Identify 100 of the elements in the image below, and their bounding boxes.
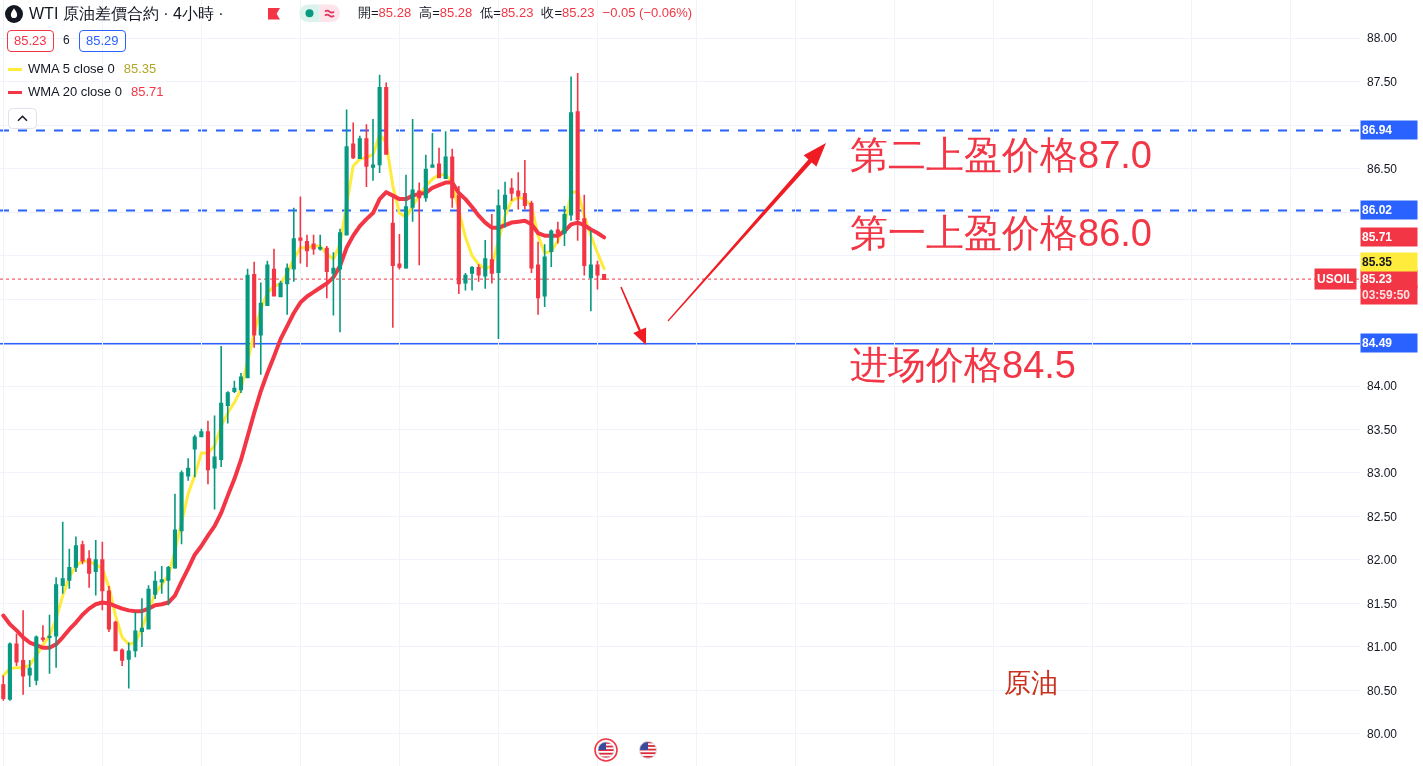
candlestick <box>278 280 283 298</box>
candlestick <box>120 647 125 667</box>
candlestick <box>153 570 158 600</box>
y-tick-label: 80.50 <box>1367 683 1398 698</box>
candlestick <box>496 188 501 340</box>
candlestick <box>509 177 514 202</box>
candlestick <box>483 239 488 290</box>
candlestick <box>238 372 244 394</box>
legend-label: WMA 5 close 0 <box>28 61 115 77</box>
candlestick <box>403 173 409 270</box>
candlestick <box>582 193 587 277</box>
annotation: USOIL <box>1317 272 1354 286</box>
candlestick <box>47 613 52 675</box>
candlestick <box>384 81 389 156</box>
annotation: 第一上盈价格86.0 <box>850 212 1152 254</box>
candlestick <box>252 260 257 349</box>
annotation: 收= <box>541 5 563 21</box>
candlestick <box>304 233 310 268</box>
y-tick-label: 87.50 <box>1367 74 1398 89</box>
candlestick <box>588 229 593 313</box>
candlestick <box>199 427 204 439</box>
y-tick-label: 80.00 <box>1367 727 1398 742</box>
candlestick <box>542 243 547 308</box>
annotation: 85.71 <box>130 84 164 100</box>
candlestick <box>40 624 45 643</box>
candlestick <box>397 233 402 271</box>
candlestick <box>463 272 468 292</box>
annotation: 第二上盈价格87.0 <box>850 134 1152 176</box>
candlestick <box>430 132 435 169</box>
candlestick <box>93 539 98 597</box>
candlestick <box>73 535 78 573</box>
annotation: 低= <box>480 5 501 21</box>
candlestick <box>357 134 362 160</box>
candlestick <box>159 565 164 595</box>
candlestick <box>54 576 59 669</box>
candlestick <box>555 220 560 245</box>
ref-line-label: 84.49 <box>1362 336 1393 350</box>
candlestick <box>1 674 6 702</box>
candlestick <box>212 414 217 511</box>
annotation: 85.23 <box>500 5 534 21</box>
candlestick <box>351 121 356 160</box>
candlestick <box>7 641 12 702</box>
candlestick <box>311 233 316 256</box>
candlestick <box>166 565 171 606</box>
candlestick <box>232 380 237 394</box>
candlestick <box>469 265 475 292</box>
candlestick <box>522 159 527 211</box>
candlestick <box>172 493 178 570</box>
candlestick <box>87 549 92 589</box>
candlestick <box>192 433 197 479</box>
candlestick <box>265 260 270 306</box>
candlestick <box>113 620 118 653</box>
y-tick-label: 82.50 <box>1367 509 1398 524</box>
candlestick <box>502 180 508 229</box>
candlestick <box>258 281 263 376</box>
annotation: 进场价格84.5 <box>850 344 1076 386</box>
annotation: 85.29 <box>79 30 126 52</box>
candlestick <box>225 390 230 425</box>
y-tick-label: 82.00 <box>1367 553 1398 568</box>
text: 85.71 <box>1362 230 1393 244</box>
candlestick <box>106 585 111 633</box>
candlestick <box>60 520 65 595</box>
annotation: 原油 <box>1004 668 1058 700</box>
candlestick <box>410 118 415 223</box>
candlestick <box>179 469 184 546</box>
candlestick <box>80 540 85 566</box>
candlestick <box>377 73 382 174</box>
chart-title: WTI 原油差價合約 · 4小時 · <box>29 5 224 24</box>
annotation: 6 <box>63 33 70 48</box>
legend-label: WMA 20 close 0 <box>28 84 122 100</box>
candlestick <box>370 118 376 182</box>
candlestick <box>423 153 428 203</box>
text: 03:59:50 <box>1362 288 1411 302</box>
y-tick-label: 81.00 <box>1367 640 1398 655</box>
text: 85.35 <box>1362 255 1393 269</box>
y-tick-label: 86.50 <box>1367 161 1398 176</box>
candlestick <box>364 123 369 188</box>
candlestick <box>344 108 349 236</box>
candlestick <box>291 207 296 283</box>
candlestick <box>436 147 442 180</box>
candlestick <box>139 597 145 648</box>
candlestick <box>331 251 336 317</box>
ref-line-label: 85.23 <box>1362 272 1393 286</box>
candlestick <box>569 75 574 222</box>
annotation: 85.23 <box>7 30 54 52</box>
candlestick <box>549 228 554 268</box>
candlestick <box>67 547 72 590</box>
candlestick <box>285 262 290 316</box>
candlestick <box>219 345 224 468</box>
y-tick-label: 84.00 <box>1367 379 1398 394</box>
annotation: 85.28 <box>439 5 473 21</box>
candlestick <box>186 457 191 482</box>
candlestick <box>133 611 138 659</box>
candlestick <box>34 634 39 686</box>
candlestick <box>126 641 131 690</box>
ref-line-label: 86.02 <box>1362 203 1393 217</box>
annotation: 85.23 <box>562 5 595 21</box>
candlestick <box>318 233 323 252</box>
y-tick-label: 83.50 <box>1367 422 1398 437</box>
candlestick <box>562 205 567 247</box>
